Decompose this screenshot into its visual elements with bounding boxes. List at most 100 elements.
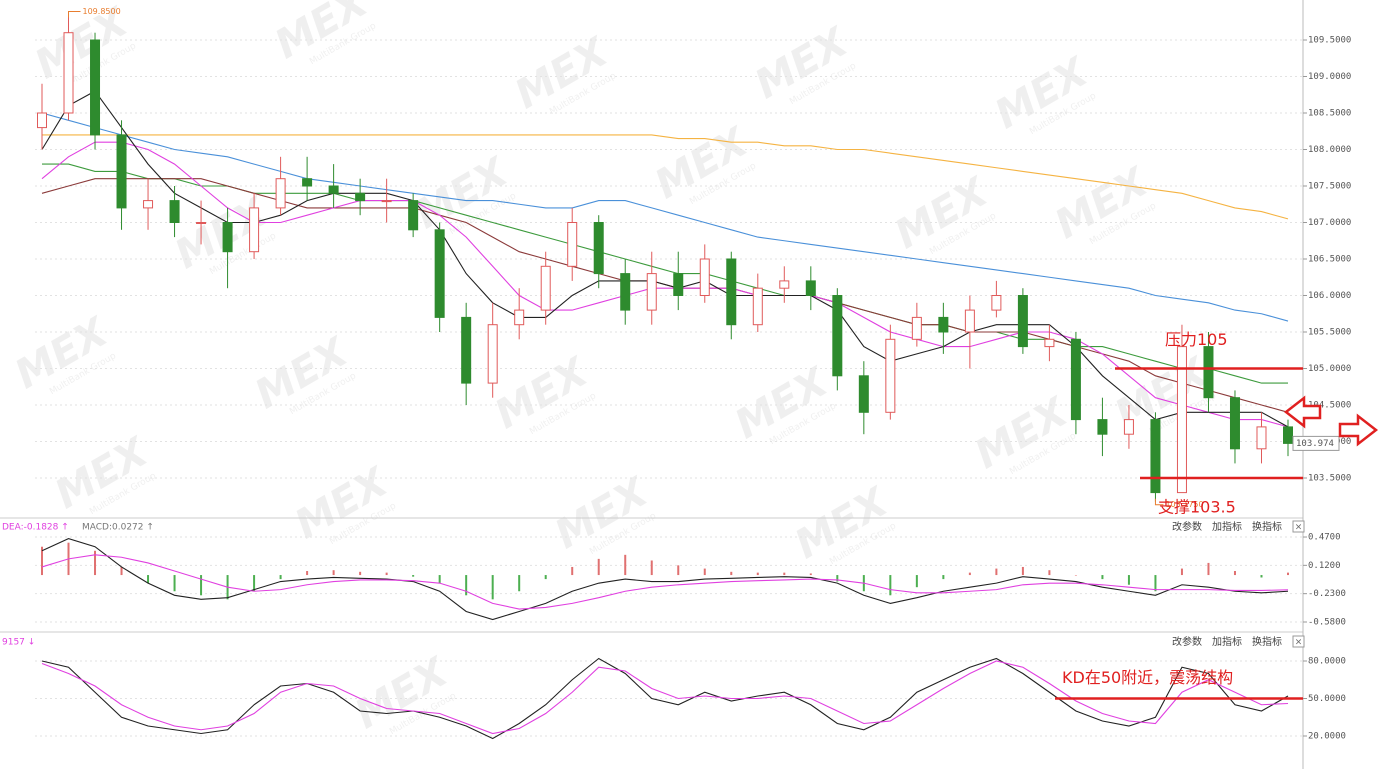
macd-bar: [1101, 575, 1104, 580]
panel-button[interactable]: 加指标: [1212, 520, 1242, 533]
candle-body: [90, 39, 101, 136]
y-tick-label: 104.5000: [1308, 401, 1351, 411]
macd-bar: [200, 575, 203, 596]
indicator-line: [41, 554, 1289, 610]
macd-bar: [518, 575, 521, 592]
macd-bar: [1154, 575, 1157, 592]
macd-bar: [809, 573, 812, 576]
y-tick-label: 50.0000: [1308, 694, 1346, 704]
macd-bar: [41, 546, 43, 576]
candle-body: [514, 309, 525, 326]
plot-area: 103.5000104.0000104.5000105.0000105.5000…: [2, 7, 1351, 742]
arrow-left: [1283, 395, 1322, 429]
y-tick-label: 0.4700: [1308, 533, 1341, 543]
min-label: 103.1750: [1165, 500, 1203, 509]
candle-body: [911, 316, 922, 340]
macd-bar: [1180, 568, 1183, 576]
candle-body: [408, 200, 419, 231]
panel-header: 9157 ↓: [2, 638, 35, 648]
indicator-line: [41, 660, 1289, 735]
indicator-line: [41, 112, 1289, 322]
panel-header: DEA:-0.1828 ↑: [2, 523, 69, 533]
candle-body: [302, 178, 313, 187]
candle-body: [567, 222, 578, 267]
macd-bar: [730, 571, 733, 576]
candle-body: [461, 316, 472, 384]
y-tick-label: 109.0000: [1308, 72, 1351, 82]
macd-bar: [1074, 575, 1077, 576]
macd-bar: [544, 575, 547, 580]
min-marker: [1154, 498, 1164, 506]
candle-body: [1017, 295, 1028, 348]
close-box[interactable]: [1292, 635, 1305, 648]
candle-body: [1203, 346, 1214, 399]
y-tick-label: -0.2300: [1308, 589, 1346, 599]
candle-body: [169, 200, 180, 224]
macd-bar: [332, 570, 335, 576]
macd-bar: [836, 575, 839, 582]
macd-bar: [491, 575, 494, 600]
candle-body: [116, 134, 127, 209]
panel-button[interactable]: 换指标: [1252, 635, 1282, 648]
close-button[interactable]: ×: [1295, 638, 1303, 648]
candle-body: [1150, 419, 1161, 494]
macd-bar: [465, 575, 468, 596]
macd-bar: [438, 575, 441, 584]
panel-button[interactable]: 改参数: [1172, 520, 1202, 533]
candle-body: [63, 32, 74, 114]
candle-body: [540, 265, 551, 311]
candle-body: [832, 295, 843, 377]
candle-body: [673, 273, 684, 297]
macd-bar: [120, 566, 123, 576]
y-tick-label: 20.0000: [1308, 732, 1346, 742]
macd-bar: [1207, 562, 1210, 576]
candle-body: [593, 222, 604, 275]
panel-button[interactable]: 改参数: [1172, 635, 1202, 648]
y-tick-label: 108.0000: [1308, 145, 1351, 155]
y-tick-label: 107.0000: [1308, 218, 1351, 228]
macd-bar: [995, 568, 998, 576]
macd-bar: [624, 554, 627, 576]
macd-bar: [756, 572, 759, 576]
candle-body: [222, 222, 233, 253]
panel-button[interactable]: 加指标: [1212, 635, 1242, 648]
macd-bar: [889, 575, 892, 596]
candle-body: [1097, 419, 1108, 435]
candle-body: [487, 324, 498, 384]
candle-body: [1123, 419, 1134, 435]
candle-body: [858, 375, 869, 413]
y-tick-label: 107.5000: [1308, 182, 1351, 192]
close-button[interactable]: ×: [1295, 523, 1303, 533]
macd-bar: [385, 572, 388, 576]
macd-bar: [915, 575, 918, 588]
macd-bar: [783, 572, 786, 576]
macd-bar: [253, 575, 256, 592]
y-tick-label: 103.5000: [1308, 474, 1351, 484]
candle-body: [1256, 426, 1267, 450]
y-tick-label: 80.0000: [1308, 657, 1346, 667]
candle-body: [885, 338, 896, 413]
candle-body: [805, 280, 816, 296]
candle-body: [37, 112, 47, 129]
y-tick-label: -0.5800: [1308, 617, 1346, 627]
candle-body: [1283, 426, 1293, 444]
macd-bar: [147, 575, 150, 584]
arrow-right: [1338, 413, 1379, 447]
macd-bar: [306, 571, 309, 576]
last-price-box: [1292, 435, 1340, 451]
close-box[interactable]: [1292, 520, 1305, 533]
indicator-line: [42, 134, 1289, 220]
candle-body: [249, 207, 260, 253]
candle-body: [275, 178, 286, 209]
macd-bar: [1021, 566, 1024, 576]
candle-body: [381, 200, 392, 203]
panel-button[interactable]: 换指标: [1252, 520, 1282, 533]
candle-body: [1229, 397, 1240, 450]
candle-body: [726, 258, 737, 326]
y-tick-label: 108.5000: [1308, 109, 1351, 119]
y-tick-label: 0.1200: [1308, 561, 1341, 571]
y-tick-label: 109.5000: [1308, 36, 1351, 46]
